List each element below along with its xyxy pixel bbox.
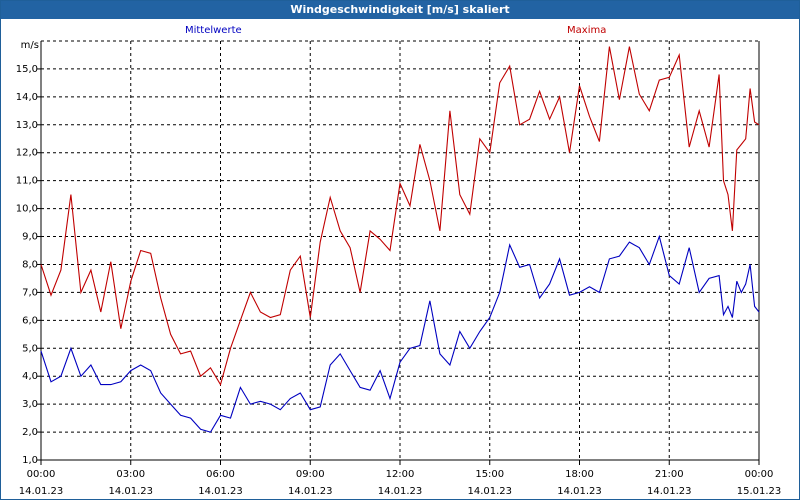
x-tick-date-label: 14.01.23 xyxy=(467,486,512,497)
x-tick-time-label: 00:00 xyxy=(27,469,56,480)
x-tick-date-label: 14.01.23 xyxy=(19,486,64,497)
y-axis-unit-label: m/s xyxy=(21,40,39,51)
y-tick-label: 7,0 xyxy=(22,287,38,298)
y-tick-label: 4,0 xyxy=(22,371,38,382)
x-tick-time-label: 09:00 xyxy=(296,469,325,480)
x-tick-time-label: 21:00 xyxy=(655,469,684,480)
x-tick-date-label: 14.01.23 xyxy=(288,486,333,497)
x-tick-date-label: 15.01.23 xyxy=(737,486,782,497)
x-tick-date-label: 14.01.23 xyxy=(108,486,153,497)
legend-entry: Maxima xyxy=(567,25,606,36)
y-tick-label: 14,0 xyxy=(16,92,38,103)
y-tick-label: 11,0 xyxy=(16,176,38,187)
x-tick-time-label: 03:00 xyxy=(116,469,145,480)
x-tick-date-label: 14.01.23 xyxy=(198,486,243,497)
y-tick-label: 9,0 xyxy=(22,232,38,243)
x-tick-date-label: 14.01.23 xyxy=(378,486,423,497)
x-tick-time-label: 18:00 xyxy=(565,469,594,480)
window-title: Windgeschwindigkeit [m/s] skaliert xyxy=(1,1,799,19)
y-tick-label: 2,0 xyxy=(22,427,38,438)
x-tick-time-label: 00:00 xyxy=(745,469,774,480)
x-tick-time-label: 12:00 xyxy=(386,469,415,480)
y-tick-label: 5,0 xyxy=(22,343,38,354)
y-tick-label: 8,0 xyxy=(22,259,38,270)
y-tick-label: 13,0 xyxy=(16,120,38,131)
y-tick-label: 10,0 xyxy=(16,204,38,215)
y-tick-label: 6,0 xyxy=(22,315,38,326)
y-tick-label: 1,0 xyxy=(22,455,38,466)
y-tick-label: 12,0 xyxy=(16,148,38,159)
x-tick-time-label: 15:00 xyxy=(475,469,504,480)
legend-entry: Mittelwerte xyxy=(185,25,242,36)
y-tick-label: 3,0 xyxy=(22,399,38,410)
x-tick-date-label: 14.01.23 xyxy=(647,486,692,497)
series-line-mittelwerte xyxy=(40,234,760,433)
x-tick-time-label: 06:00 xyxy=(206,469,235,480)
x-tick-date-label: 14.01.23 xyxy=(557,486,602,497)
y-tick-label: 15,0 xyxy=(16,64,38,75)
series-line-maxima xyxy=(40,46,760,386)
